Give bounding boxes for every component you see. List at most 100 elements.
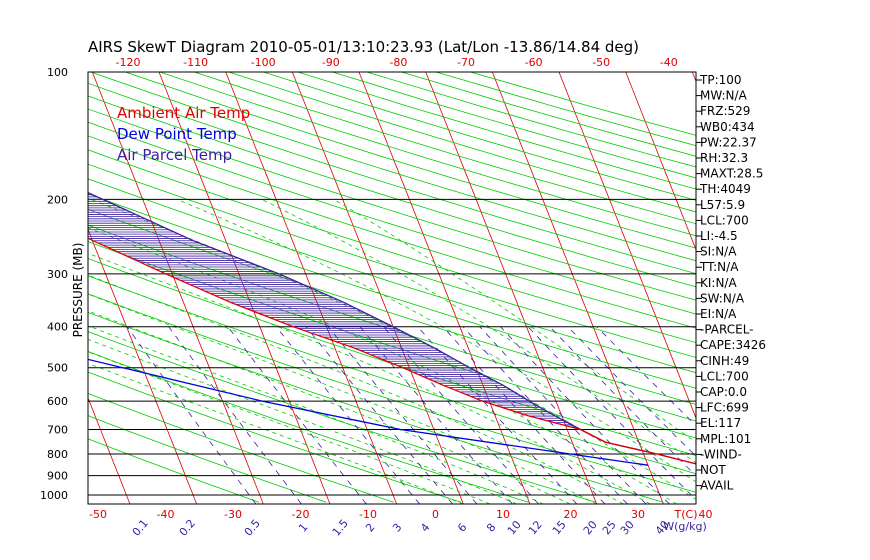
pressure-tick-label: 300 — [47, 268, 68, 281]
index-label: -WIND- — [700, 447, 742, 461]
index-label: LCL:700 — [700, 213, 749, 227]
mixing-ratio-tick-label: 0.5 — [242, 517, 263, 539]
isotherm-line — [0, 72, 63, 504]
dry-adiabat-line — [88, 108, 696, 301]
mixing-ratio-line — [500, 326, 670, 504]
mixing-ratio-line — [275, 326, 421, 504]
temp-bottom-tick-label: -40 — [157, 508, 175, 521]
mixing-ratio-tick-label: 0.1 — [130, 517, 151, 539]
isotherm-line — [491, 72, 664, 504]
index-label: TP:100 — [699, 73, 742, 87]
pressure-tick-label: 600 — [47, 395, 68, 408]
legend-entry: Air Parcel Temp — [117, 146, 232, 164]
temp-top-tick-label: -80 — [389, 56, 407, 69]
dry-adiabat-line — [90, 72, 696, 262]
temp-bottom-tick-label: 30 — [631, 508, 645, 521]
index-label: CAP:0.0 — [700, 385, 747, 399]
mixing-ratio-tick-label: 30 — [618, 518, 637, 537]
moist-adiabat-line — [261, 198, 696, 464]
isotherm-line — [759, 72, 870, 504]
index-label: SI:N/A — [700, 245, 737, 259]
dry-adiabat-line — [470, 72, 696, 136]
dry-adiabat-line — [88, 275, 696, 475]
isotherm-line — [88, 396, 131, 504]
mixing-ratio-line — [442, 326, 606, 504]
mixing-ratio-tick-label: 6 — [455, 521, 469, 535]
mixing-ratio-line — [479, 326, 647, 504]
index-label: -PARCEL- — [700, 323, 754, 337]
dry-adiabat-line — [88, 95, 696, 288]
temp-top-tick-label: -90 — [322, 56, 340, 69]
dry-adiabat-line — [88, 121, 696, 315]
isotherm-line — [225, 72, 398, 504]
moist-adiabat-line — [88, 325, 544, 504]
mixing-ratio-line — [567, 326, 696, 457]
dry-adiabat-line — [88, 293, 696, 493]
dry-adiabat-line — [88, 241, 696, 439]
cape-hatching — [88, 194, 580, 430]
index-label: RH:32.3 — [700, 151, 748, 165]
dry-adiabat-line — [228, 72, 696, 213]
mixing-ratio-tick-label: 1 — [296, 521, 310, 535]
pressure-tick-label: 900 — [47, 470, 68, 483]
index-label: EI:N/A — [700, 307, 737, 321]
dry-adiabat-line — [88, 351, 529, 503]
dry-adiabat-line — [88, 331, 597, 503]
dry-adiabat-line — [88, 82, 696, 275]
dry-adiabat-line — [88, 149, 696, 344]
isotherm-line — [291, 72, 464, 504]
temp-bottom-tick-label: -20 — [292, 508, 310, 521]
dry-adiabat-line — [88, 371, 462, 503]
dry-adiabat-line — [435, 72, 696, 147]
dry-adiabat-line — [125, 72, 696, 249]
mixing-ratio-tick-label: 25 — [600, 518, 619, 537]
mixing-ratio-tick-label: 15 — [550, 518, 569, 537]
pressure-tick-label: 700 — [47, 424, 68, 437]
index-label: MW:N/A — [700, 89, 748, 103]
isotherm-line — [425, 72, 598, 504]
moist-adiabat-line — [88, 351, 491, 504]
mixing-ratio-line — [227, 326, 367, 504]
dew-point-temp-line — [88, 358, 649, 466]
index-label: L57:5.9 — [700, 198, 745, 212]
mixing-ratio-line — [417, 326, 578, 504]
mixing-ratio-tick-label: 10 — [505, 518, 524, 537]
isotherm-line — [88, 228, 198, 504]
index-label: TT:N/A — [699, 260, 739, 274]
mixing-ratio-line — [359, 326, 513, 504]
isotherm-line — [91, 72, 264, 504]
pressure-tick-label: 500 — [47, 362, 68, 375]
temp-top-tick-label: -120 — [116, 56, 141, 69]
pressure-tick-label: 100 — [47, 66, 68, 79]
index-label: WB0:434 — [700, 120, 755, 134]
mixing-ratio-tick-label: 4 — [418, 521, 432, 535]
index-label: SW:N/A — [700, 291, 745, 305]
isotherm-line — [358, 72, 531, 504]
mixing-ratio-line — [168, 326, 302, 504]
dry-adiabat-line — [297, 72, 696, 190]
dry-adiabat-line — [88, 415, 327, 503]
index-label: KI:N/A — [700, 276, 737, 290]
index-label: LFC:699 — [700, 401, 749, 415]
plot-frame — [87, 71, 697, 505]
legend: Ambient Air Temp Dew Point Temp Air Parcel… — [117, 104, 250, 164]
mixing-ratio-tick-label: 1.5 — [330, 517, 351, 539]
mixing-ratio-line — [549, 326, 696, 477]
temp-bottom-tick-label: -30 — [224, 508, 242, 521]
temp-top-tick-label: -100 — [251, 56, 276, 69]
temp-bottom-tick-label: 40 — [699, 508, 713, 521]
temp-bottom-tick-label: 0 — [432, 508, 439, 521]
mixing-ratio-line — [462, 326, 628, 504]
index-label: AVAIL — [700, 479, 734, 493]
profiles — [88, 191, 696, 466]
index-label: PW:22.37 — [700, 135, 757, 149]
index-label: LCL:700 — [700, 369, 749, 383]
x-axis-label: T(C) — [674, 508, 698, 521]
legend-entry: Dew Point Temp — [117, 125, 237, 143]
temp-bottom-tick-label: 20 — [564, 508, 578, 521]
mixing-ratio-tick-label: 8 — [484, 521, 498, 535]
moist-adiabat-line — [176, 198, 696, 483]
temp-top-tick-label: -50 — [592, 56, 610, 69]
